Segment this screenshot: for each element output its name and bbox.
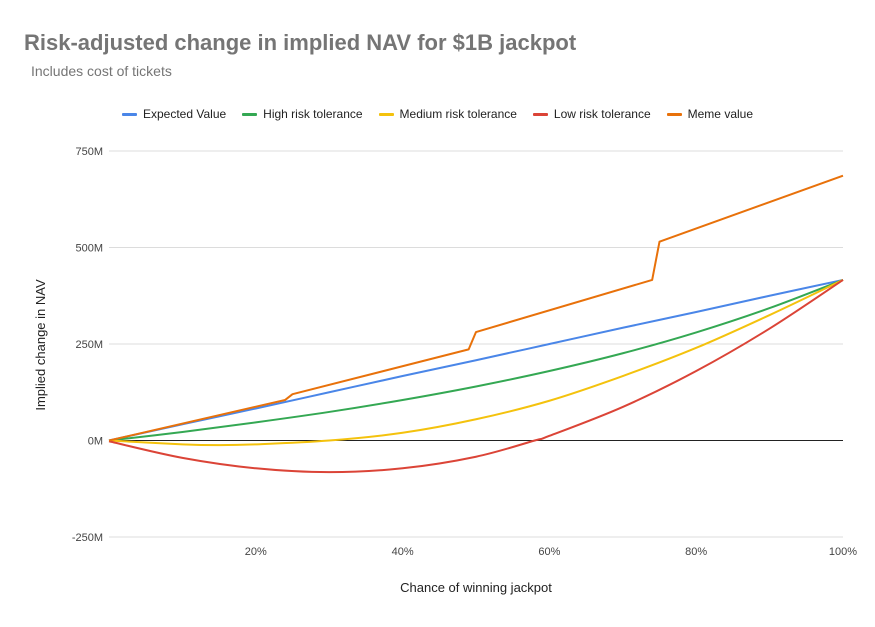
legend-label: Expected Value: [143, 107, 227, 121]
x-tick-label: 20%: [245, 546, 267, 558]
legend-swatch: [378, 112, 394, 116]
legend-item-high-risk: High risk tolerance: [242, 107, 363, 121]
legend-swatch: [122, 112, 137, 116]
legend-label: High risk tolerance: [263, 107, 363, 121]
series-lines: [108, 174, 844, 474]
legend-item-meme-value: Meme value: [666, 107, 754, 121]
legend: Expected Value High risk tolerance Mediu…: [122, 107, 769, 121]
legend-item-medium-risk: Medium risk tolerance: [378, 107, 517, 121]
series-line-expected-value: [108, 278, 844, 442]
x-tick-label: 80%: [685, 546, 707, 558]
y-tick-label: 500M: [75, 243, 103, 255]
series-line-low-risk-tolerance: [108, 279, 844, 474]
y-tick-label: 250M: [75, 339, 103, 351]
chart-title: Risk-adjusted change in implied NAV for …: [24, 30, 577, 55]
x-axis-ticks: 20% 40% 60% 80% 100%: [245, 546, 857, 558]
legend-swatch: [666, 112, 682, 116]
legend-item-low-risk: Low risk tolerance: [532, 107, 651, 121]
legend-item-expected-value: Expected Value: [122, 107, 226, 121]
x-axis-title: Chance of winning jackpot: [400, 580, 552, 595]
legend-label: Low risk tolerance: [553, 107, 651, 121]
gridlines: [109, 150, 843, 538]
y-axis-ticks: 750M 500M 250M 0M -250M: [72, 146, 103, 544]
legend-swatch: [242, 112, 258, 116]
x-tick-label: 60%: [538, 546, 560, 558]
legend-label: Medium risk tolerance: [399, 107, 517, 121]
y-axis-title: Implied change in NAV: [33, 279, 48, 411]
legend-swatch: [532, 112, 548, 116]
y-tick-label: -250M: [72, 532, 103, 544]
x-tick-label: 40%: [392, 546, 414, 558]
series-line-high-risk-tolerance: [108, 278, 844, 442]
x-tick-label: 100%: [829, 546, 857, 558]
series-line-meme-value: [108, 174, 844, 442]
y-tick-label: 0M: [88, 436, 103, 448]
y-tick-label: 750M: [75, 146, 103, 158]
series-line-medium-risk-tolerance: [108, 279, 844, 447]
chart-subtitle: Includes cost of tickets: [31, 63, 172, 79]
legend-label: Meme value: [687, 107, 754, 121]
